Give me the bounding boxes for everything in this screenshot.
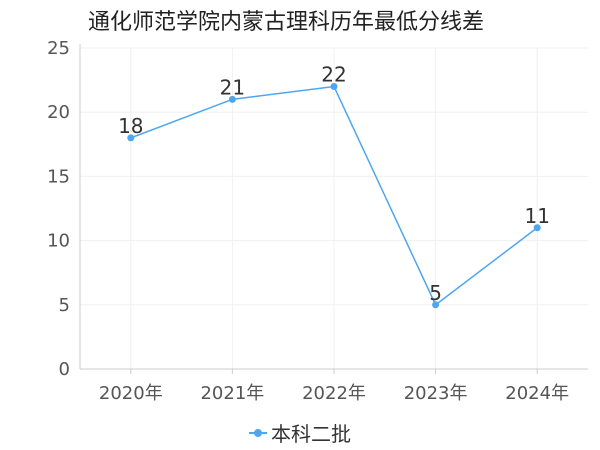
legend-label: 本科二批 — [271, 422, 351, 446]
legend-item[interactable]: 本科二批 — [249, 418, 351, 447]
line-chart: 0 5 10 15 20 25 2020年 2021年 2022年 2023年 2024年 18 2… — [47, 38, 588, 404]
series-group — [127, 83, 541, 309]
y-tick-label: 10 — [47, 231, 70, 252]
data-point — [432, 301, 440, 309]
x-tick-label: 2023年 — [404, 383, 468, 404]
grid-lines — [80, 47, 588, 369]
y-tick-label: 20 — [47, 102, 70, 123]
y-axis-ticks: 0 5 10 15 20 25 — [47, 38, 70, 380]
legend-swatch — [249, 426, 267, 440]
data-point — [330, 83, 338, 91]
data-label: 21 — [220, 75, 245, 99]
y-tick-label: 5 — [59, 295, 70, 316]
y-tick-label: 0 — [59, 359, 70, 380]
y-tick-label: 15 — [47, 166, 70, 187]
data-labels: 18 21 22 5 11 — [118, 63, 550, 305]
data-point — [228, 95, 236, 103]
data-label: 11 — [524, 204, 549, 228]
x-tick-label: 2020年 — [99, 383, 163, 404]
legend: 本科二批 — [0, 418, 600, 447]
data-label: 5 — [429, 281, 442, 305]
chart-title: 通化师范学院内蒙古理科历年最低分线差 — [88, 10, 485, 35]
data-label: 18 — [118, 114, 143, 138]
x-axis-ticks: 2020年 2021年 2022年 2023年 2024年 — [99, 369, 569, 404]
x-tick-label: 2021年 — [200, 383, 264, 404]
data-point — [533, 224, 541, 232]
x-tick-label: 2024年 — [505, 383, 569, 404]
data-label: 22 — [321, 63, 346, 87]
data-point — [127, 134, 135, 142]
x-tick-label: 2022年 — [302, 383, 366, 404]
y-tick-label: 25 — [47, 38, 70, 59]
